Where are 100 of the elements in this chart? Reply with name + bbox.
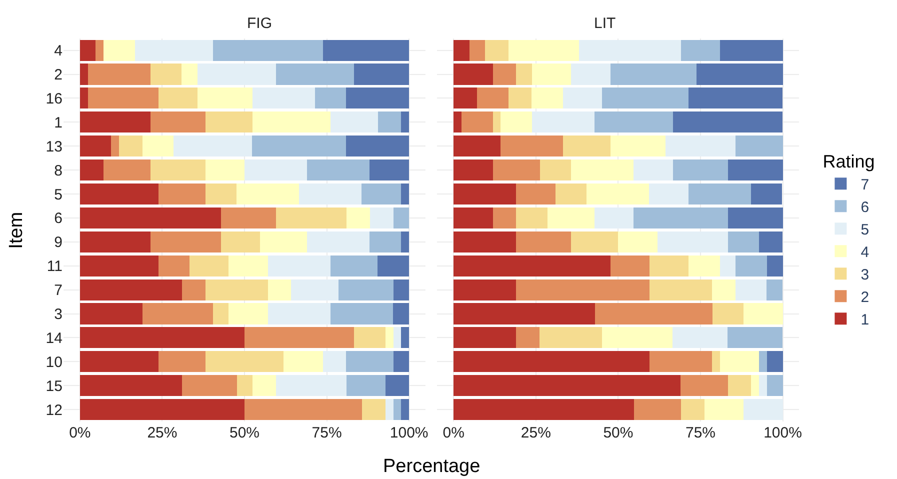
bar [80, 279, 182, 300]
bar [712, 279, 736, 300]
bar [586, 183, 650, 205]
bar [111, 136, 120, 157]
bar [346, 88, 409, 109]
legend-label: 1 [860, 312, 870, 328]
bar [516, 279, 650, 300]
bar [284, 351, 323, 372]
y-axis-title: Item [6, 212, 28, 249]
bar [213, 40, 323, 61]
bar [260, 231, 308, 252]
bar [720, 351, 760, 372]
bar [80, 136, 112, 157]
chart-title: FIG [247, 15, 272, 32]
bar [190, 255, 229, 276]
bar [88, 88, 158, 109]
y-tick-label: 5 [54, 186, 62, 204]
bar [80, 64, 88, 85]
bar [205, 351, 284, 372]
bar [142, 303, 213, 324]
bar [672, 160, 728, 181]
bar [362, 183, 401, 205]
bar [244, 327, 354, 348]
bar [562, 88, 602, 109]
y-tick-label: 11 [46, 258, 62, 276]
bar [532, 88, 563, 109]
bar [330, 112, 378, 133]
bar [158, 255, 190, 276]
bar [454, 40, 470, 61]
bar [197, 88, 252, 109]
bar [104, 40, 135, 61]
bar [618, 231, 658, 252]
bar [532, 64, 572, 85]
bar [610, 136, 666, 157]
bar [182, 64, 198, 85]
x-tick-label: 75% [312, 424, 342, 442]
bar [602, 327, 673, 348]
bar [212, 303, 229, 324]
bar [766, 375, 783, 396]
bar [244, 399, 362, 420]
bar [205, 279, 268, 300]
legend-label: 6 [860, 199, 870, 216]
y-tick-label: 1 [54, 114, 62, 132]
y-tick-label: 14 [46, 330, 62, 347]
bar [766, 351, 783, 372]
bar [330, 255, 378, 276]
y-tick-label: 2 [54, 66, 62, 84]
bar [370, 160, 409, 181]
bar [508, 88, 532, 109]
bar [454, 351, 650, 372]
bar [205, 183, 237, 205]
bar [766, 279, 782, 300]
bar [322, 40, 410, 61]
x-tick-label: 100% [390, 424, 428, 442]
bar [516, 231, 572, 252]
bar [454, 64, 493, 85]
y-tick-label: 16 [46, 90, 62, 108]
y-tick-label: 12 [46, 402, 62, 419]
bar [610, 64, 697, 85]
bar [571, 160, 634, 181]
bar [330, 303, 393, 324]
bar [142, 136, 174, 157]
x-tick-label: 25% [520, 424, 551, 442]
bar [393, 279, 410, 300]
y-tick-label: 9 [54, 234, 62, 252]
bar [649, 279, 712, 300]
bar [728, 207, 783, 228]
bar [594, 303, 712, 324]
bar [80, 88, 88, 109]
bar [571, 231, 618, 252]
bar [150, 112, 206, 133]
bar [401, 112, 410, 133]
bar [540, 327, 602, 348]
bar [766, 255, 783, 276]
bar [393, 327, 402, 348]
bar [462, 112, 493, 133]
y-tick-label: 6 [54, 210, 62, 228]
bar [205, 112, 252, 133]
bar [759, 351, 767, 372]
bar [500, 112, 532, 133]
bar [680, 375, 728, 396]
bar [276, 207, 347, 228]
bar [354, 327, 386, 348]
bar [454, 399, 634, 420]
bar [80, 255, 158, 276]
bar [393, 207, 410, 228]
bar [720, 255, 736, 276]
bar [492, 160, 540, 181]
legend-label: 7 [860, 176, 870, 194]
bar [80, 183, 158, 205]
legend-label: 4 [860, 244, 870, 261]
bar [563, 136, 610, 157]
bar [454, 88, 477, 109]
y-tick-label: 15 [46, 378, 62, 395]
bar [634, 399, 682, 420]
bar [759, 231, 782, 252]
bar [228, 303, 268, 324]
bar [728, 375, 752, 396]
bar [516, 327, 540, 348]
bar [594, 112, 673, 133]
